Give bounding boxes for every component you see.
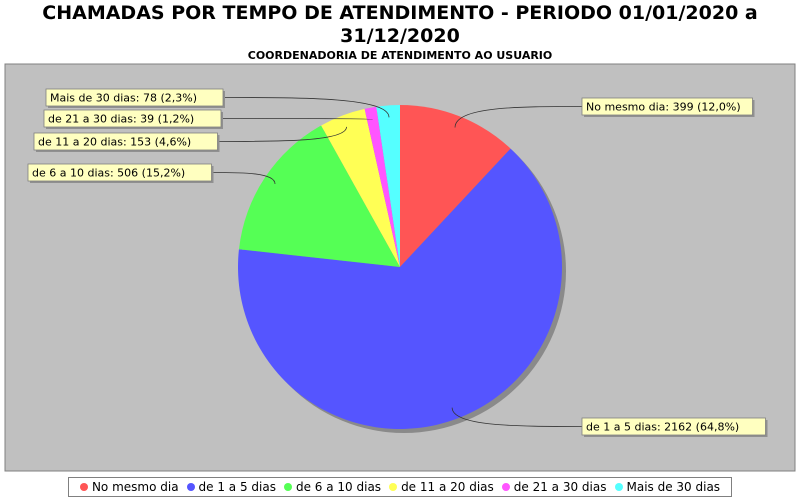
label-connector: [454, 106, 583, 128]
slice-label: de 6 a 10 dias: 506 (15,2%): [27, 163, 214, 183]
legend-swatch: [614, 483, 623, 491]
legend-item: de 11 a 20 dias: [389, 480, 494, 494]
chart-subtitle: COORDENADORIA DE ATENDIMENTO AO USUARIO: [247, 49, 553, 62]
slice-label-text: de 21 a 30 dias: 39 (1,2%): [48, 113, 194, 126]
slice-label-text: de 6 a 10 dias: 506 (15,2%): [32, 167, 185, 180]
legend-swatch: [186, 483, 195, 491]
chart-title: CHAMADAS POR TEMPO DE ATENDIMENTO - PERI…: [42, 2, 758, 47]
legend-label: No mesmo dia: [91, 480, 179, 494]
legend-swatch: [79, 483, 88, 491]
label-connector: [217, 126, 347, 142]
legend-swatch: [389, 483, 398, 491]
chart-legend: No mesmo dia de 1 a 5 dias de 6 a 10 dias d…: [68, 477, 732, 497]
pie-slice: [376, 105, 400, 267]
slice-label: de 11 a 20 dias: 153 (4,6%): [33, 132, 220, 152]
slice-label: Mais de 30 dias: 78 (2,3%): [45, 88, 225, 108]
legend-item: Mais de 30 dias: [614, 480, 721, 494]
label-connector: [211, 172, 276, 185]
legend-label: Mais de 30 dias: [626, 480, 721, 494]
legend-item: de 1 a 5 dias: [186, 480, 276, 494]
pie-slice: [238, 148, 562, 430]
pie-slice: [238, 125, 400, 267]
pie-slice: [321, 108, 400, 268]
legend-label: de 1 a 5 dias: [198, 480, 276, 494]
label-connector: [220, 118, 374, 120]
legend-label: de 6 a 10 dias: [295, 480, 382, 494]
legend-label: de 21 a 30 dias: [513, 480, 607, 494]
legend-item: de 6 a 10 dias: [283, 480, 382, 494]
slice-label-text: de 1 a 5 dias: 2162 (64,8%): [586, 421, 739, 434]
slice-label-text: Mais de 30 dias: 78 (2,3%): [50, 92, 197, 105]
pie-slice: [364, 106, 400, 267]
slice-label: de 21 a 30 dias: 39 (1,2%): [43, 109, 223, 129]
legend-label: de 11 a 20 dias: [401, 480, 494, 494]
slice-label-text: No mesmo dia: 399 (12,0%): [586, 101, 741, 114]
legend-swatch: [501, 483, 510, 491]
label-connector: [222, 97, 390, 118]
legend-item: de 21 a 30 dias: [501, 480, 607, 494]
pie-slice: [400, 105, 511, 267]
legend-item: No mesmo dia: [79, 480, 179, 494]
slice-label: No mesmo dia: 399 (12,0%): [581, 97, 755, 117]
label-connector: [451, 407, 583, 427]
slice-label: de 1 a 5 dias: 2162 (64,8%): [581, 417, 768, 437]
legend-swatch: [283, 483, 292, 491]
slice-label-text: de 11 a 20 dias: 153 (4,6%): [38, 136, 191, 149]
